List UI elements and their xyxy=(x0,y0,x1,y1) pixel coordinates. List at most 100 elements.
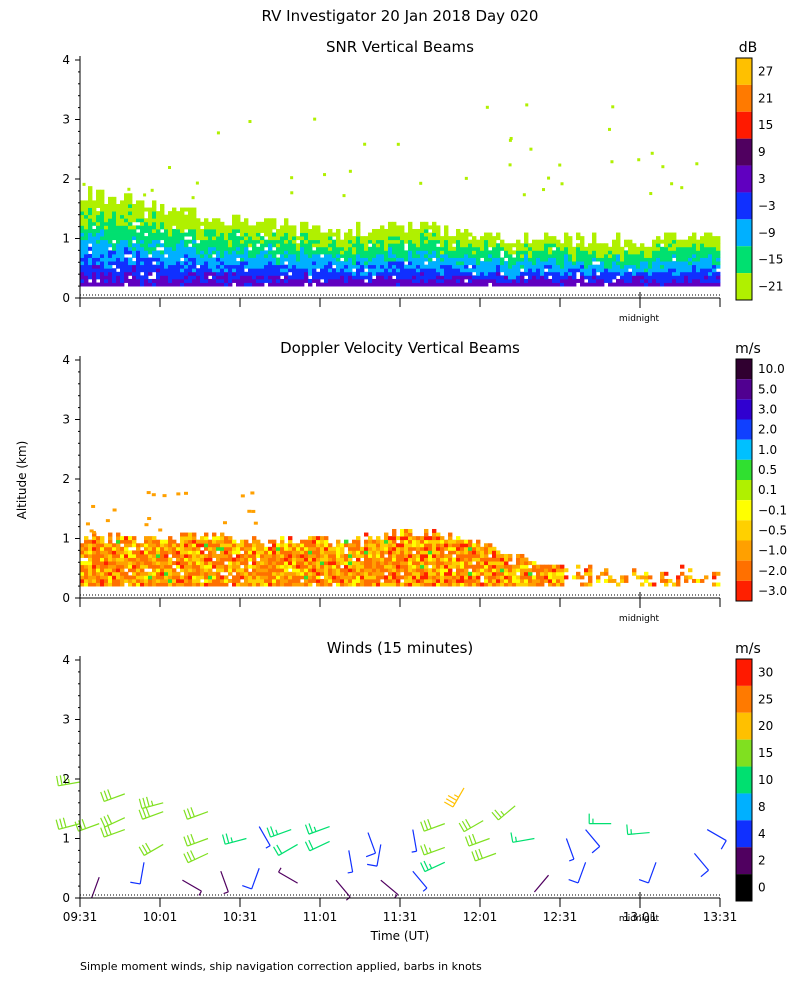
heatmap-cell xyxy=(460,539,465,544)
heatmap-cell xyxy=(80,264,85,269)
heatmap-cell xyxy=(684,257,689,262)
heatmap-cell xyxy=(312,271,317,276)
heatmap-cell xyxy=(313,117,317,121)
heatmap-cell xyxy=(92,211,97,216)
heatmap-cell xyxy=(196,546,201,551)
heatmap-cell xyxy=(84,543,89,548)
heatmap-cell xyxy=(340,557,345,562)
heatmap-cell xyxy=(232,214,237,219)
barb-feather xyxy=(365,852,376,858)
heatmap-cell xyxy=(332,571,337,576)
heatmap-cell xyxy=(336,253,341,258)
colorbar-label: −15 xyxy=(758,253,783,267)
heatmap-cell xyxy=(104,557,109,562)
heatmap-cell xyxy=(272,578,277,583)
heatmap-cell xyxy=(184,214,189,219)
heatmap-cell xyxy=(372,253,377,258)
heatmap-cell xyxy=(440,575,445,580)
heatmap-cell xyxy=(152,582,157,587)
heatmap-cell xyxy=(320,271,325,276)
heatmap-cell xyxy=(124,546,129,551)
heatmap-cell xyxy=(272,271,277,276)
heatmap-cell xyxy=(220,261,225,266)
heatmap-cell xyxy=(144,264,149,269)
heatmap-cell xyxy=(212,232,217,237)
barb-feather xyxy=(304,841,311,852)
heatmap-cell xyxy=(356,271,361,276)
heatmap-cell xyxy=(108,211,113,216)
heatmap-cell xyxy=(344,264,349,269)
heatmap-cell xyxy=(616,261,621,266)
heatmap-cell xyxy=(220,239,225,244)
heatmap-cell xyxy=(708,275,713,280)
heatmap-cell xyxy=(264,575,269,580)
heatmap-cell xyxy=(572,278,577,283)
heatmap-cell xyxy=(664,278,669,283)
heatmap-cell xyxy=(424,564,429,569)
heatmap-cell xyxy=(516,243,521,248)
heatmap-cell xyxy=(84,582,89,587)
heatmap-cell xyxy=(280,550,285,555)
heatmap-cell xyxy=(228,271,233,276)
heatmap-cell xyxy=(444,575,449,580)
heatmap-cell xyxy=(376,253,381,258)
colorbar-label: 2 xyxy=(758,854,766,868)
heatmap-cell xyxy=(332,550,337,555)
heatmap-cell xyxy=(200,246,205,251)
heatmap-cell xyxy=(140,225,145,230)
heatmap-cell xyxy=(448,536,453,541)
heatmap-cell xyxy=(228,243,233,248)
heatmap-cell xyxy=(108,261,113,266)
heatmap-cell xyxy=(580,275,585,280)
heatmap-cell xyxy=(240,546,245,551)
heatmap-cell xyxy=(208,557,213,562)
heatmap-cell xyxy=(376,257,381,262)
barb-feather xyxy=(186,851,192,862)
heatmap-cell xyxy=(176,557,181,562)
heatmap-cell xyxy=(568,253,573,258)
wind-barb xyxy=(258,826,271,849)
heatmap-cell xyxy=(264,271,269,276)
heatmap-cell xyxy=(704,243,709,248)
heatmap-cell xyxy=(676,264,681,269)
heatmap-cell xyxy=(396,228,401,233)
heatmap-cell xyxy=(472,261,477,266)
barb-feather xyxy=(275,829,279,835)
heatmap-cell xyxy=(168,271,173,276)
heatmap-cell xyxy=(192,207,197,212)
heatmap-cell xyxy=(640,268,645,273)
heatmap-cell xyxy=(544,278,549,283)
heatmap-cell xyxy=(284,264,289,269)
heatmap-cell xyxy=(436,275,441,280)
heatmap-cell xyxy=(128,246,133,251)
heatmap-cell xyxy=(600,264,605,269)
heatmap-cell xyxy=(700,236,705,241)
heatmap-cell xyxy=(332,561,337,566)
heatmap-cell xyxy=(356,536,361,541)
heatmap-cell xyxy=(664,282,669,287)
heatmap-cell xyxy=(84,275,89,280)
heatmap-cell xyxy=(664,236,669,241)
heatmap-cell xyxy=(208,228,213,233)
heatmap-cell xyxy=(344,553,349,558)
heatmap-cell xyxy=(392,571,397,576)
heatmap-cell xyxy=(248,275,253,280)
y-tick-label: 0 xyxy=(62,291,70,305)
heatmap-cell xyxy=(288,582,293,587)
heatmap-cell xyxy=(620,271,625,276)
heatmap-cell xyxy=(148,553,153,558)
heatmap-cell xyxy=(328,264,333,269)
barb-staff xyxy=(463,820,484,833)
heatmap-cell xyxy=(184,282,189,287)
barb-feather xyxy=(59,775,63,786)
heatmap-cell xyxy=(428,550,433,555)
heatmap-cell xyxy=(384,582,389,587)
heatmap-cell xyxy=(84,268,89,273)
heatmap-cell xyxy=(392,250,397,255)
heatmap-cell xyxy=(236,271,241,276)
heatmap-cell xyxy=(132,264,137,269)
heatmap-cell xyxy=(284,582,289,587)
heatmap-cell xyxy=(236,543,241,548)
heatmap-cell xyxy=(216,546,221,551)
heatmap-cell xyxy=(472,582,477,587)
